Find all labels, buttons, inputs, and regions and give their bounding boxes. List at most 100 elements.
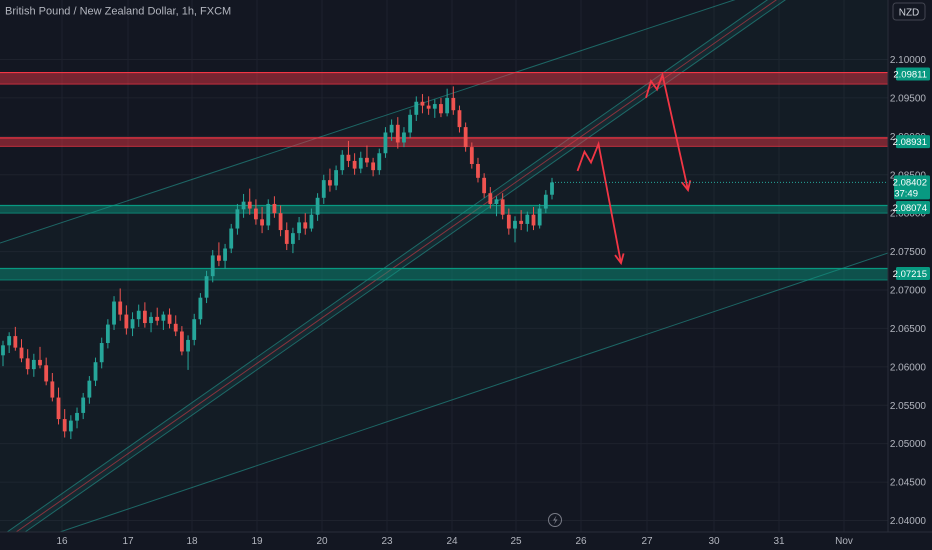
x-tick-label: 18	[186, 536, 198, 547]
candle-body	[377, 153, 382, 171]
candle-body	[303, 222, 308, 229]
candle-body	[44, 365, 49, 382]
candle-body	[383, 132, 388, 154]
candle-body	[179, 331, 184, 352]
candle-body	[81, 397, 86, 413]
candle-body	[291, 233, 295, 244]
candle-body	[13, 336, 18, 348]
chart-title: British Pound / New Zealand Dollar, 1h, …	[5, 6, 231, 18]
candle-body	[93, 362, 98, 381]
y-tick-label: 2.09500	[890, 93, 927, 104]
candle-body	[519, 220, 524, 224]
zone-price-tag	[896, 266, 930, 280]
grid-lines	[0, 0, 888, 532]
candle-body	[432, 104, 437, 109]
lower-trendline	[59, 252, 889, 533]
candle-body	[457, 110, 462, 128]
candle-body	[284, 230, 289, 244]
candle-body	[7, 336, 12, 346]
candle-body	[173, 323, 178, 332]
candle-body	[402, 132, 406, 143]
projection-path	[576, 140, 622, 264]
candle-body	[1, 345, 5, 356]
y-tick-label: 2.07500	[890, 247, 927, 258]
lightning-icon	[553, 515, 558, 525]
y-tick-label: 2.10000	[890, 55, 927, 66]
candle-body	[75, 412, 79, 421]
price-axis: 2.100002.095002.090002.085002.080002.075…	[552, 0, 932, 550]
candle-body	[87, 380, 92, 398]
candle-body	[340, 154, 345, 171]
candle-body	[204, 276, 209, 298]
candle-body	[334, 170, 339, 186]
y-tick-label: 2.05500	[890, 401, 927, 412]
candle-body	[136, 310, 141, 320]
zone-price-label: 2.07215	[893, 269, 927, 280]
candle-body	[216, 255, 221, 261]
zone-price-label: 2.09811	[893, 70, 927, 81]
projection-path	[645, 71, 689, 191]
candle-body	[31, 359, 36, 370]
candle-body	[278, 213, 283, 231]
candle-body	[445, 97, 450, 114]
x-tick-label: 23	[381, 536, 393, 547]
candle-body	[62, 419, 67, 432]
y-tick-label: 2.04500	[890, 478, 927, 489]
x-tick-label: 31	[773, 536, 785, 547]
candle-body	[395, 124, 400, 143]
candle-body	[358, 157, 363, 169]
candle-body	[494, 199, 499, 204]
candle-body	[19, 347, 24, 359]
y-tick-label: 2.04000	[890, 516, 927, 527]
projection-arrows	[576, 71, 692, 266]
arrow-head	[614, 253, 625, 266]
candle-body	[192, 319, 197, 340]
y-tick-label: 2.07000	[890, 286, 927, 297]
candle-body	[309, 214, 314, 229]
candle-body	[389, 124, 394, 133]
zone-price-tag	[896, 200, 930, 214]
x-tick-label: Nov	[835, 536, 853, 547]
events-icon[interactable]	[548, 513, 562, 527]
candle-body	[328, 180, 332, 186]
x-tick-label: 20	[316, 536, 328, 547]
candle-body	[352, 160, 357, 169]
events-icon-ring	[548, 513, 562, 527]
candle-body	[142, 310, 147, 324]
candle-body	[167, 314, 172, 324]
x-tick-label: 26	[575, 536, 587, 547]
candle-body	[346, 154, 351, 161]
candle-body	[247, 201, 252, 209]
candle-body	[365, 157, 369, 163]
candle-body	[476, 163, 480, 178]
candle-body	[161, 314, 166, 321]
candle-body	[99, 343, 104, 363]
candle-body	[315, 197, 320, 215]
current-price-label: 2.08402	[893, 177, 927, 188]
zone-price-tag	[896, 67, 930, 81]
x-tick-label: 17	[122, 536, 134, 547]
zone-price-label: 2.08074	[893, 203, 927, 214]
candle-body	[500, 199, 505, 215]
time-axis: 16 17 18 19 20 23 24 25 26 27 30 31 Nov	[0, 531, 932, 550]
candle-body	[537, 208, 542, 226]
candle-body	[513, 220, 517, 229]
candle-body	[272, 203, 277, 214]
candle-body	[223, 248, 227, 261]
candle-body	[488, 193, 493, 204]
channel-midline	[8, 0, 778, 538]
candle-body	[198, 297, 203, 320]
x-tick-label: 25	[510, 536, 522, 547]
candles	[1, 86, 554, 440]
y-tick-label: 2.08000	[890, 209, 927, 220]
candle-body	[420, 101, 425, 106]
candle-body	[321, 180, 326, 198]
candle-body	[149, 316, 153, 324]
candle-body	[155, 316, 160, 321]
zone-price-label: 2.08931	[893, 137, 927, 148]
candle-body	[241, 201, 246, 210]
currency-label: NZD	[899, 8, 920, 19]
arrow-head	[681, 180, 692, 193]
